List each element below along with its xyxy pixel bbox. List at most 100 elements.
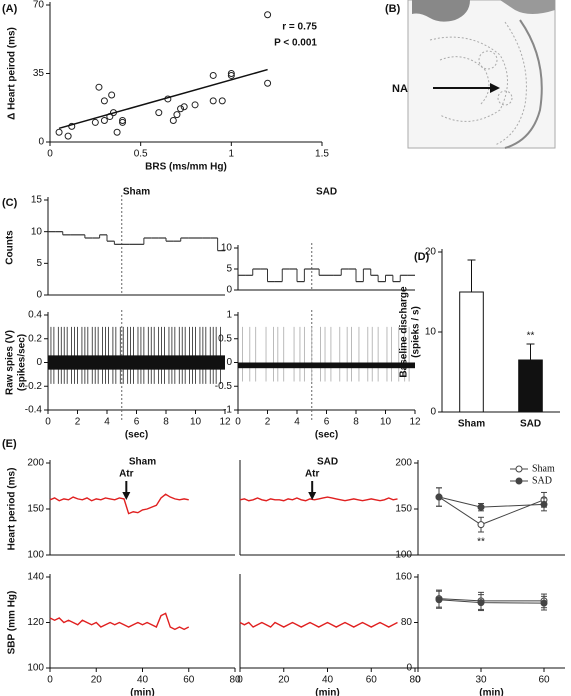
trace xyxy=(49,612,190,631)
y-tick-label: 0.2 xyxy=(28,333,42,344)
x-tick-label: 12 xyxy=(219,417,231,428)
y-tick-label: 0 xyxy=(430,407,436,418)
panel-label: (D) xyxy=(414,251,430,263)
x-tick-label: 60 xyxy=(183,675,195,686)
diagram-label: NA xyxy=(392,83,408,95)
legend-label: Sham xyxy=(532,463,555,474)
x-tick-label: 6 xyxy=(324,417,330,428)
fit-line xyxy=(58,68,268,130)
x-tick-label: 10 xyxy=(190,417,202,428)
significance: ** xyxy=(477,537,485,548)
y-tick-label: 10 xyxy=(425,327,437,338)
x-tick-label: 1.5 xyxy=(315,149,329,160)
y-axis-label: Counts xyxy=(5,230,16,265)
x-tick-label: 0 xyxy=(47,675,53,686)
x-tick-label: 40 xyxy=(322,675,334,686)
point xyxy=(91,118,99,126)
panel-title: SAD xyxy=(316,187,337,198)
x-tick-label: SAD xyxy=(520,419,541,430)
point xyxy=(227,70,235,77)
x-tick-label: 60 xyxy=(538,675,550,686)
y-tick-label: -0.5 xyxy=(215,381,233,392)
x-axis-label: (min) xyxy=(130,688,154,696)
point xyxy=(477,521,485,529)
y-tick-label: 5 xyxy=(36,258,42,269)
point xyxy=(540,599,548,607)
trace xyxy=(49,493,189,515)
point xyxy=(264,79,272,87)
x-tick-label: 0 xyxy=(45,417,51,428)
x-tick-label: 60 xyxy=(366,675,378,686)
noise-band xyxy=(238,362,415,369)
point xyxy=(209,97,217,105)
x-axis-label: (sec) xyxy=(315,430,338,441)
y-tick-label: -0.4 xyxy=(25,405,43,416)
point xyxy=(477,599,485,607)
event-label: Atr xyxy=(119,469,134,480)
y-tick-label: 0 xyxy=(226,285,232,296)
y-tick-label: 150 xyxy=(395,504,412,515)
point xyxy=(100,116,108,124)
point xyxy=(477,503,485,511)
y-tick-label: 20 xyxy=(425,247,437,258)
x-tick-label: 0 xyxy=(415,675,421,686)
x-tick-label: 12 xyxy=(409,417,421,428)
point xyxy=(264,11,272,19)
point xyxy=(227,71,235,79)
y-tick-label: 1 xyxy=(226,310,232,321)
x-axis-label: (min) xyxy=(315,688,339,696)
point xyxy=(209,71,217,79)
x-axis-label: (sec) xyxy=(125,430,148,441)
legend-marker xyxy=(515,465,523,473)
y-tick-label: 0 xyxy=(406,663,412,674)
x-tick-label: 8 xyxy=(163,417,169,428)
significance: ** xyxy=(527,331,535,342)
point xyxy=(119,118,127,126)
x-tick-label: 0 xyxy=(235,417,241,428)
point xyxy=(155,109,163,117)
annotation: P < 0.001 xyxy=(274,38,317,49)
point xyxy=(95,83,103,91)
y-tick-label: 160 xyxy=(395,572,412,583)
x-tick-label: 30 xyxy=(475,675,487,686)
point xyxy=(435,596,443,604)
panel-label: (E) xyxy=(2,438,17,450)
y-tick-label: 15 xyxy=(31,195,43,206)
x-tick-label: 2 xyxy=(75,417,81,428)
x-tick-label: 4 xyxy=(104,417,110,428)
point xyxy=(119,116,127,124)
event-label: Atr xyxy=(305,469,320,480)
point xyxy=(108,91,116,99)
event-arrowhead xyxy=(308,492,317,500)
y-tick-label: 0 xyxy=(38,137,44,148)
point xyxy=(180,103,188,111)
y-axis-label: Baseline discharge xyxy=(399,286,410,378)
x-tick-label: 80 xyxy=(409,675,421,686)
x-tick-label: 0 xyxy=(47,149,53,160)
y-tick-label: 35 xyxy=(33,68,45,79)
legend-label: SAD xyxy=(532,475,552,486)
y-tick-label: 200 xyxy=(395,458,412,469)
x-tick-label: 6 xyxy=(134,417,140,428)
panel-label: (A) xyxy=(2,3,18,15)
y-tick-label: 100 xyxy=(27,550,44,561)
noise-band xyxy=(48,355,225,370)
point xyxy=(218,97,226,105)
x-axis-label: BRS (ms/mm Hg) xyxy=(145,162,227,173)
point xyxy=(169,116,177,124)
event-arrowhead xyxy=(122,492,131,500)
x-tick-label: 0.5 xyxy=(134,149,148,160)
point xyxy=(113,128,121,136)
y-tick-label: 80 xyxy=(401,617,413,628)
annotation: r = 0.75 xyxy=(282,22,317,33)
y-tick-label: 0.4 xyxy=(28,310,42,321)
trace xyxy=(239,496,398,502)
point xyxy=(177,105,185,113)
x-axis-label: (min) xyxy=(479,688,503,696)
x-tick-label: 8 xyxy=(353,417,359,428)
panel-title: Sham xyxy=(129,457,156,468)
y-axis-label: Δ Heart peirod (ms) xyxy=(7,27,18,120)
panel-label: (C) xyxy=(2,197,18,209)
y-tick-label: 200 xyxy=(27,458,44,469)
